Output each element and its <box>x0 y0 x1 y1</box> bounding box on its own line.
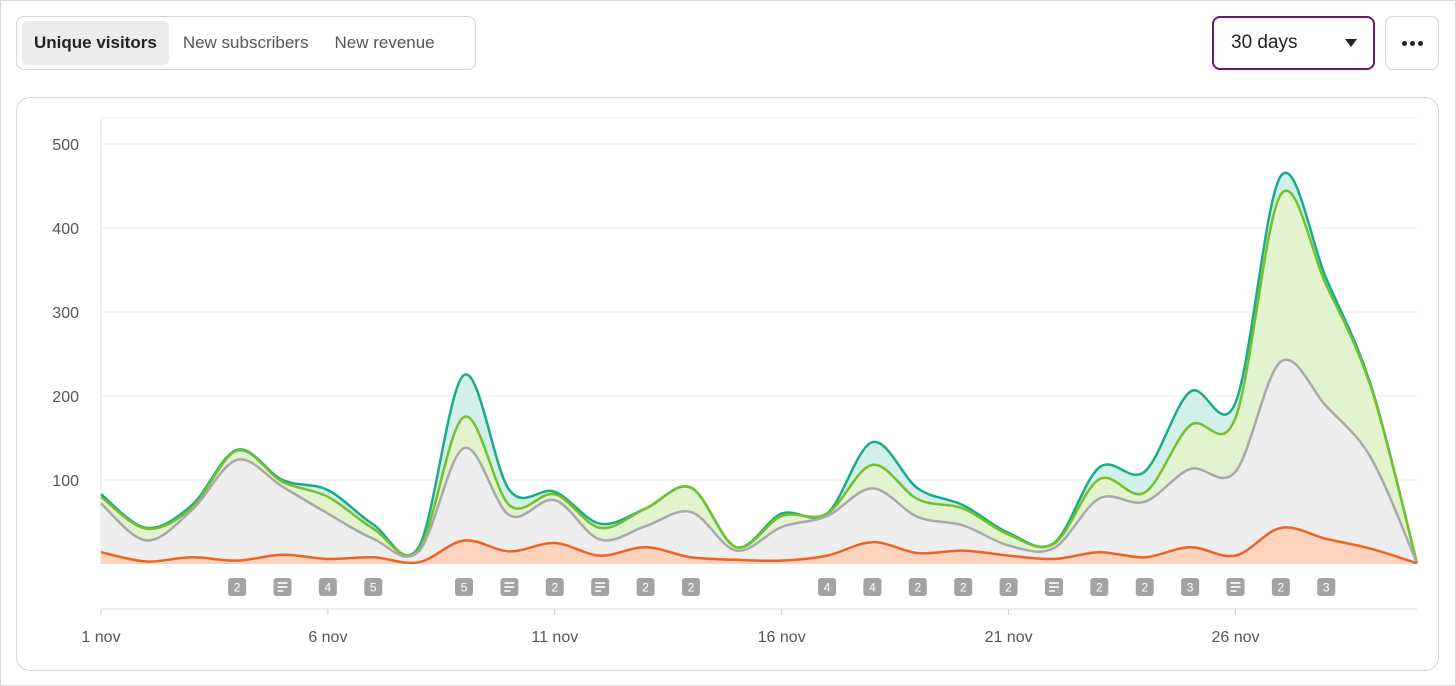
annotation-badge: 2 <box>1271 578 1290 596</box>
y-tick-label: 200 <box>52 389 79 406</box>
annotation-badge-label: 2 <box>1096 581 1103 595</box>
annotation-badge: 4 <box>863 578 882 596</box>
annotation-badge-box <box>1135 578 1154 596</box>
metric-tabs: Unique visitors New subscribers New reve… <box>16 16 476 70</box>
annotation-layer: 2 4 5 5 2 2 2 4 4 2 2 2 2 2 3 2 3 <box>228 578 1336 596</box>
annotation-badge: 2 <box>1090 578 1109 596</box>
annotation-badge: 2 <box>681 578 700 596</box>
y-tick-label: 400 <box>52 221 79 238</box>
annotation-badge <box>273 578 292 596</box>
y-tick-label: 500 <box>52 137 79 154</box>
annotation-badge: 2 <box>636 578 655 596</box>
annotation-badge-box <box>228 578 247 596</box>
area-layer <box>101 172 1417 565</box>
annotation-badge-box <box>1317 578 1336 596</box>
annotation-badge-label: 2 <box>1278 581 1285 595</box>
tab-unique-visitors[interactable]: Unique visitors <box>22 21 169 65</box>
y-tick-label: 100 <box>52 473 79 490</box>
orange-series-line <box>100 526 1418 565</box>
teal-series-line <box>100 171 1419 564</box>
date-range-value: 30 days <box>1231 32 1298 53</box>
tab-new-revenue[interactable]: New revenue <box>334 33 435 52</box>
axis-layer: 100 200 300 400 500 1 nov 6 nov 11 nov 16 nov 21 … <box>52 137 1417 646</box>
ellipsis-icon <box>1401 40 1407 46</box>
annotation-badge-box <box>818 578 837 596</box>
caret-down-icon <box>1345 39 1357 47</box>
annotation-badge: 3 <box>1317 578 1336 596</box>
annotation-badge: 3 <box>1181 578 1200 596</box>
post-icon <box>277 582 288 592</box>
annotation-badge-label: 2 <box>234 581 241 595</box>
annotation-badge-box <box>636 578 655 596</box>
annotation-badge-label: 2 <box>688 581 695 595</box>
annotation-badge-label: 4 <box>869 581 876 595</box>
annotation-badge-label: 2 <box>642 581 649 595</box>
more-options-button[interactable] <box>1385 16 1439 70</box>
gray-series-line <box>100 358 1419 564</box>
annotation-badge-label: 2 <box>960 581 967 595</box>
annotation-badge-label: 4 <box>325 581 332 595</box>
annotation-badge-box <box>318 578 337 596</box>
orange-series-area <box>101 527 1417 564</box>
annotation-badge-box <box>364 578 383 596</box>
x-tick-label: 16 nov <box>758 629 806 646</box>
annotation-badge: 5 <box>364 578 383 596</box>
post-icon <box>1048 582 1059 592</box>
annotation-badge-label: 3 <box>1323 581 1330 595</box>
annotation-badge-box <box>455 578 474 596</box>
annotation-badge-label: 2 <box>1141 581 1148 595</box>
annotation-badge: 2 <box>545 578 564 596</box>
annotation-badge-label: 2 <box>1005 581 1012 595</box>
annotation-badge <box>591 578 610 596</box>
annotation-badge-box <box>545 578 564 596</box>
annotation-badge-box <box>1271 578 1290 596</box>
annotation-badge-box <box>681 578 700 596</box>
date-range-select[interactable]: 30 days <box>1212 16 1375 70</box>
annotation-badge-label: 2 <box>914 581 921 595</box>
annotation-badge: 2 <box>999 578 1018 596</box>
post-icon <box>595 582 606 592</box>
green-series-line <box>100 189 1419 564</box>
annotation-badge: 4 <box>818 578 837 596</box>
annotation-badge-box <box>908 578 927 596</box>
ellipsis-icon <box>1417 40 1423 46</box>
annotation-badge-label: 3 <box>1187 581 1194 595</box>
annotation-badge <box>1226 578 1245 596</box>
annotation-badge: 2 <box>908 578 927 596</box>
x-tick-label: 26 nov <box>1211 629 1259 646</box>
annotation-badge-box <box>954 578 973 596</box>
ellipsis-icon <box>1409 40 1415 46</box>
annotation-badge: 2 <box>1135 578 1154 596</box>
chart-card <box>16 97 1439 671</box>
line-layer <box>100 171 1419 565</box>
annotation-badge-label: 5 <box>461 581 468 595</box>
x-tick-label: 21 nov <box>985 629 1033 646</box>
x-tick-label: 11 nov <box>531 629 578 646</box>
x-tick-label: 6 nov <box>308 629 347 646</box>
gray-series-area <box>101 359 1417 564</box>
post-icon <box>504 582 515 592</box>
annotation-badge-label: 5 <box>370 581 377 595</box>
annotation-badge: 5 <box>455 578 474 596</box>
annotation-badge-box <box>1090 578 1109 596</box>
annotation-badge-box <box>999 578 1018 596</box>
annotation-badge: 2 <box>228 578 247 596</box>
annotation-badge-label: 4 <box>824 581 831 595</box>
x-tick-label: 1 nov <box>81 629 120 646</box>
annotation-badge-box <box>1181 578 1200 596</box>
tab-new-subscribers[interactable]: New subscribers <box>182 33 309 52</box>
y-tick-label: 300 <box>52 305 79 322</box>
annotation-badge-box <box>863 578 882 596</box>
annotation-badge: 4 <box>318 578 337 596</box>
annotation-badge: 2 <box>954 578 973 596</box>
annotation-badge-label: 2 <box>551 581 558 595</box>
annotation-badge <box>500 578 519 596</box>
annotation-badge <box>1044 578 1063 596</box>
post-icon <box>1230 582 1241 592</box>
